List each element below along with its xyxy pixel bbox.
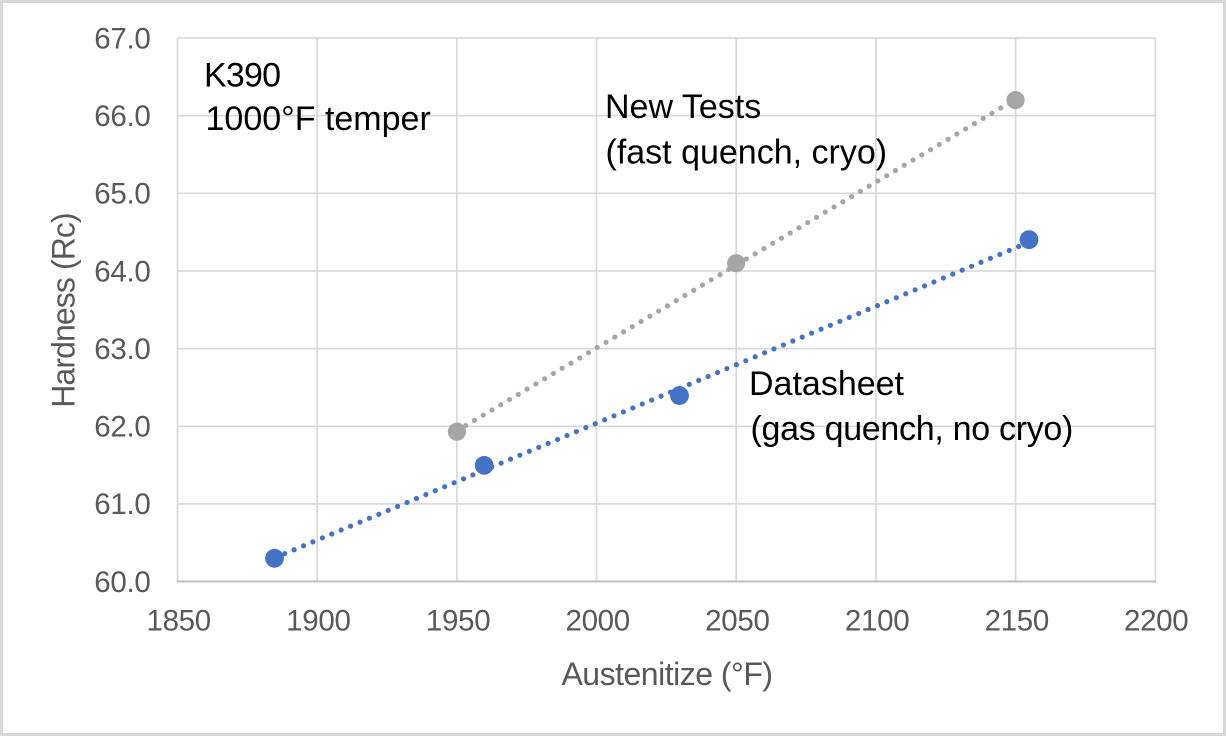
svg-text:Austenitize (°F): Austenitize (°F) xyxy=(561,656,772,692)
svg-text:2200: 2200 xyxy=(1124,605,1188,638)
svg-text:66.0: 66.0 xyxy=(94,100,150,133)
svg-text:65.0: 65.0 xyxy=(94,178,150,211)
svg-text:2100: 2100 xyxy=(845,605,909,638)
svg-text:62.0: 62.0 xyxy=(94,411,150,444)
svg-text:61.0: 61.0 xyxy=(94,488,150,521)
svg-text:1850: 1850 xyxy=(146,605,210,638)
svg-text:1950: 1950 xyxy=(426,605,490,638)
svg-text:Hardness (Rc): Hardness (Rc) xyxy=(46,213,82,408)
svg-text:67.0: 67.0 xyxy=(94,22,150,55)
svg-text:1000°F temper: 1000°F temper xyxy=(206,100,431,138)
svg-text:2000: 2000 xyxy=(565,605,629,638)
svg-text:(fast quench, cryo): (fast quench, cryo) xyxy=(606,134,888,172)
svg-text:63.0: 63.0 xyxy=(94,333,150,366)
svg-text:60.0: 60.0 xyxy=(94,566,150,599)
svg-text:64.0: 64.0 xyxy=(94,255,150,288)
svg-text:2050: 2050 xyxy=(705,605,769,638)
svg-text:2150: 2150 xyxy=(985,605,1049,638)
svg-text:K390: K390 xyxy=(204,57,280,95)
svg-text:1900: 1900 xyxy=(286,605,350,638)
svg-text:Datasheet: Datasheet xyxy=(749,365,905,403)
svg-text:New Tests: New Tests xyxy=(605,88,761,126)
svg-text:(gas quench, no cryo): (gas quench, no cryo) xyxy=(751,410,1074,448)
